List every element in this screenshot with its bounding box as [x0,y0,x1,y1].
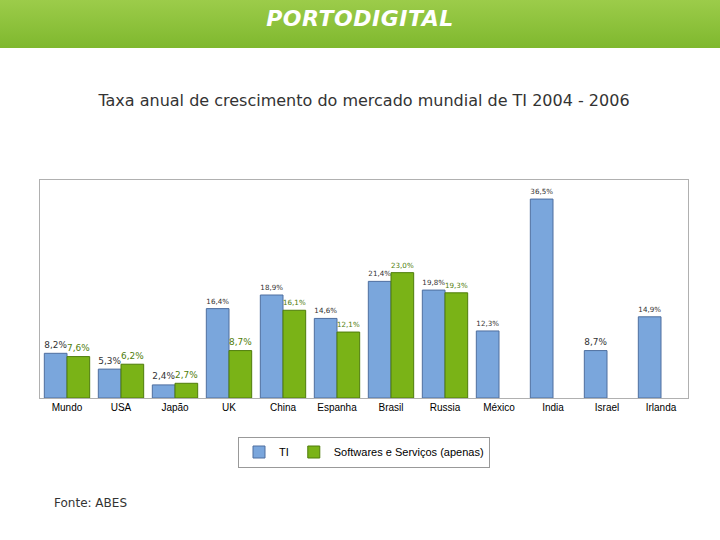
svg-text:Japão: Japão [161,402,189,413]
svg-text:16,4%: 16,4% [206,297,229,306]
svg-text:2,7%: 2,7% [175,370,198,380]
svg-text:14,6%: 14,6% [314,306,337,315]
svg-text:21,4%: 21,4% [368,269,391,278]
svg-text:36,5%: 36,5% [530,187,553,196]
html-text:PORTODIGITAL: PORTODIGITAL [266,6,454,31]
svg-text:China: China [270,402,297,413]
svg-text:UK: UK [222,402,236,413]
svg-text:23,0%: 23,0% [391,261,414,270]
svg-text:Irlanda: Irlanda [646,402,677,413]
svg-text:Fonte: ABES: Fonte: ABES [54,496,127,510]
svg-text:2,4%: 2,4% [152,371,175,381]
svg-text:8,7%: 8,7% [584,337,607,347]
svg-text:USA: USA [111,402,132,413]
svg-text:Taxa anual de crescimento do m: Taxa anual de crescimento do mercado mun… [97,91,629,110]
svg-text:18,9%: 18,9% [260,283,283,292]
svg-text:5,3%: 5,3% [98,356,121,366]
svg-text:6,2%: 6,2% [121,351,144,361]
svg-text:16,1%: 16,1% [283,298,306,307]
svg-text:14,9%: 14,9% [638,305,661,314]
svg-text:7,6%: 7,6% [67,343,90,353]
svg-text:TI: TI [279,446,289,458]
svg-text:Mundo: Mundo [52,402,83,413]
svg-text:India: India [542,402,564,413]
svg-text:Brasil: Brasil [378,402,403,413]
svg-text:Softwares e Serviços (apenas): Softwares e Serviços (apenas) [334,446,484,458]
svg-text:12,3%: 12,3% [476,319,499,328]
svg-text:8,7%: 8,7% [229,337,252,347]
svg-text:Israel: Israel [595,402,619,413]
svg-text:Espanha: Espanha [317,402,357,413]
svg-text:México: México [483,402,515,413]
svg-text:12,1%: 12,1% [337,320,360,329]
svg-text:19,3%: 19,3% [445,281,468,290]
svg-text:Russia: Russia [430,402,461,413]
svg-text:19,8%: 19,8% [422,278,445,287]
svg-text:8,2%: 8,2% [44,340,67,350]
